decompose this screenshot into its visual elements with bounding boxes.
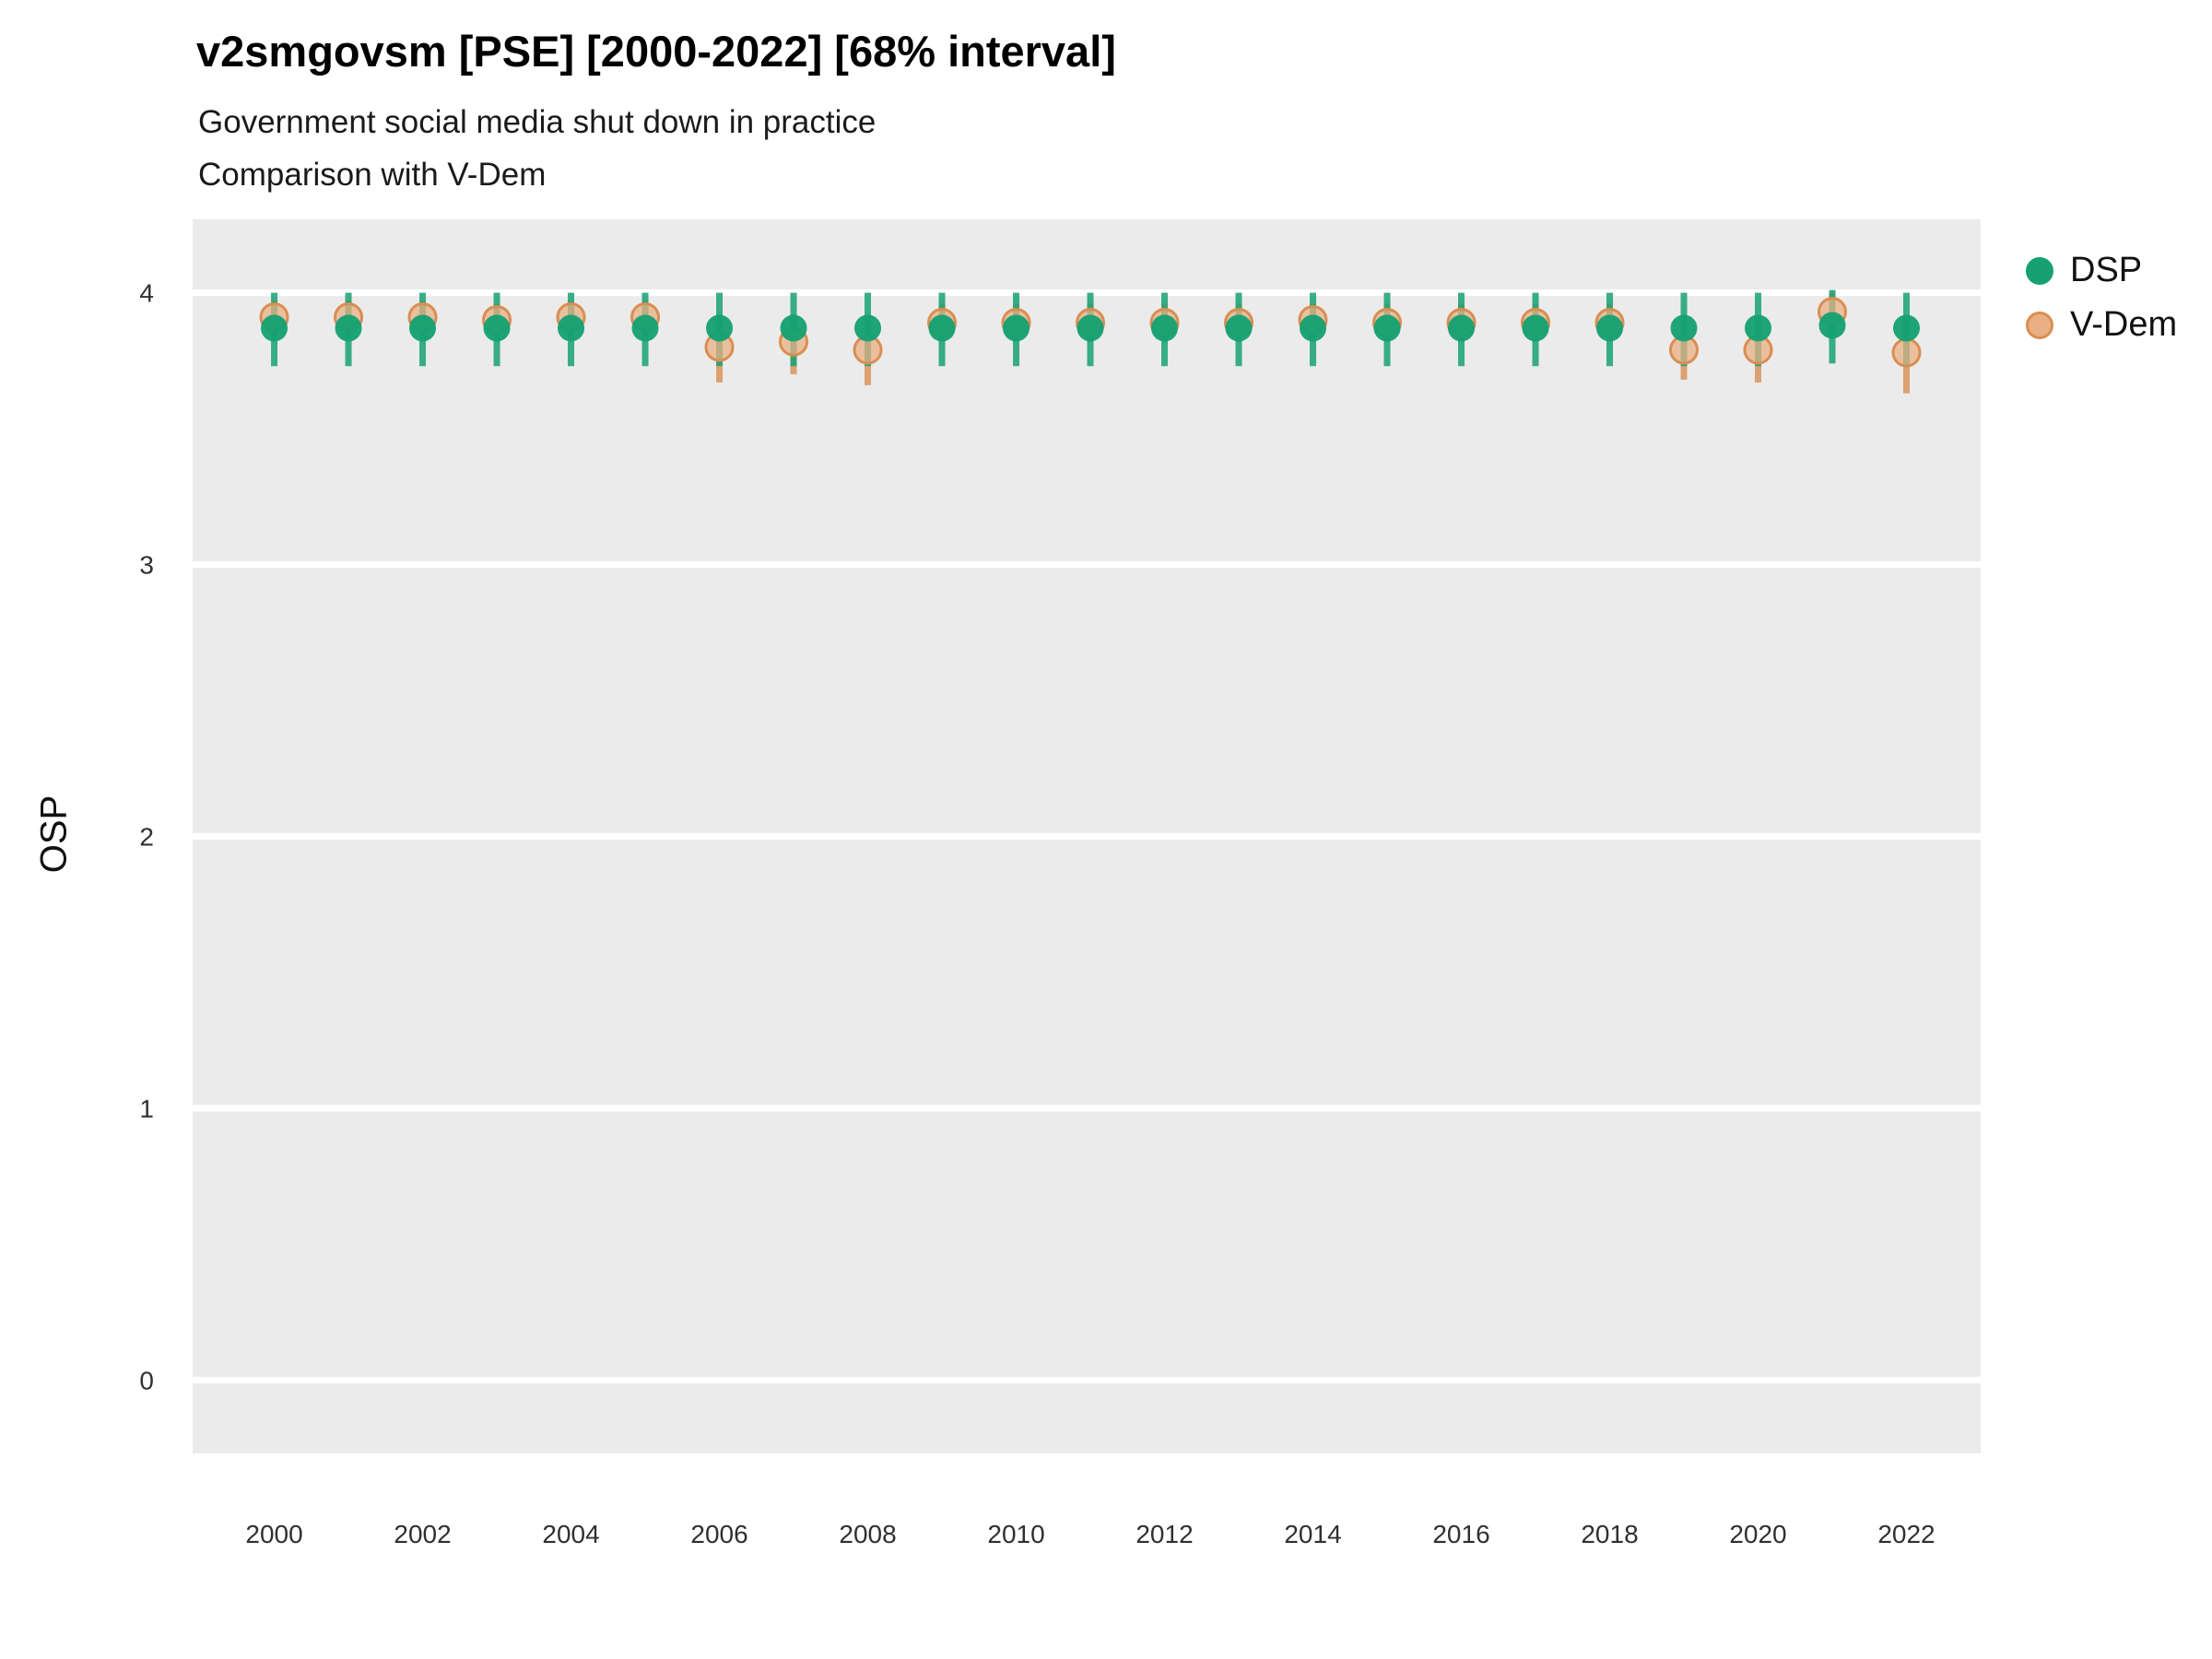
chart-subtitle-line2: Comparison with V-Dem [198,157,547,193]
dsp-point [928,314,956,342]
x-tick-label-2000: 2000 [245,1520,302,1548]
vdem-point [1891,337,1922,368]
dsp-point [1893,314,1921,342]
x-tick-label-2010: 2010 [987,1520,1044,1548]
dsp-point [483,314,511,342]
x-tick-label-2018: 2018 [1581,1520,1638,1548]
y-tick-label-0: 0 [139,1366,154,1394]
dsp-point [631,314,659,342]
x-tick-label-2002: 2002 [394,1520,451,1548]
y-tick-label-4: 4 [139,279,154,308]
dsp-point [1448,314,1476,342]
legend-label-vdem: V-Dem [2070,305,2178,344]
x-tick-label-2016: 2016 [1432,1520,1489,1548]
legend: DSP V-Dem [2026,251,2177,345]
legend-dot-dsp-icon [2026,256,2053,285]
x-tick-label-2008: 2008 [839,1520,896,1548]
x-tick-label-2022: 2022 [1877,1520,1935,1548]
dsp-point [854,314,882,342]
y-tick-label-1: 1 [139,1094,154,1123]
dsp-point [1225,314,1253,342]
y-tick-label-2: 2 [139,823,154,852]
x-tick-label-2020: 2020 [1729,1520,1786,1548]
y-tick-label-3: 3 [139,551,154,580]
legend-label-dsp: DSP [2070,251,2143,289]
dsp-point [1077,314,1104,342]
dsp-point [1373,314,1401,342]
dsp-point [409,314,437,342]
dsp-point [780,314,807,342]
dsp-point [1003,314,1030,342]
dsp-point [335,314,362,342]
chart-subtitle-line1: Government social media shut down in pra… [198,104,877,140]
dsp-point [1300,314,1327,342]
x-tick-label-2012: 2012 [1135,1520,1193,1548]
x-tick-label-2014: 2014 [1284,1520,1341,1548]
dsp-point [1818,312,1846,339]
x-tick-label-2004: 2004 [542,1520,599,1548]
dsp-point [1596,314,1624,342]
legend-item-vdem: V-Dem [2026,305,2177,345]
legend-dot-vdem-icon [2026,311,2053,339]
chart-title: v2smgovsm [PSE] [2000-2022] [68% interva… [196,27,1116,76]
dsp-point [1151,314,1179,342]
dsp-point [558,314,585,342]
dsp-point [1745,314,1772,342]
dsp-point [1522,314,1549,342]
legend-item-dsp: DSP [2026,251,2177,290]
x-tick-label-2006: 2006 [690,1520,747,1548]
dsp-point [261,314,288,342]
dsp-point [1670,314,1698,342]
dsp-point [706,314,734,342]
